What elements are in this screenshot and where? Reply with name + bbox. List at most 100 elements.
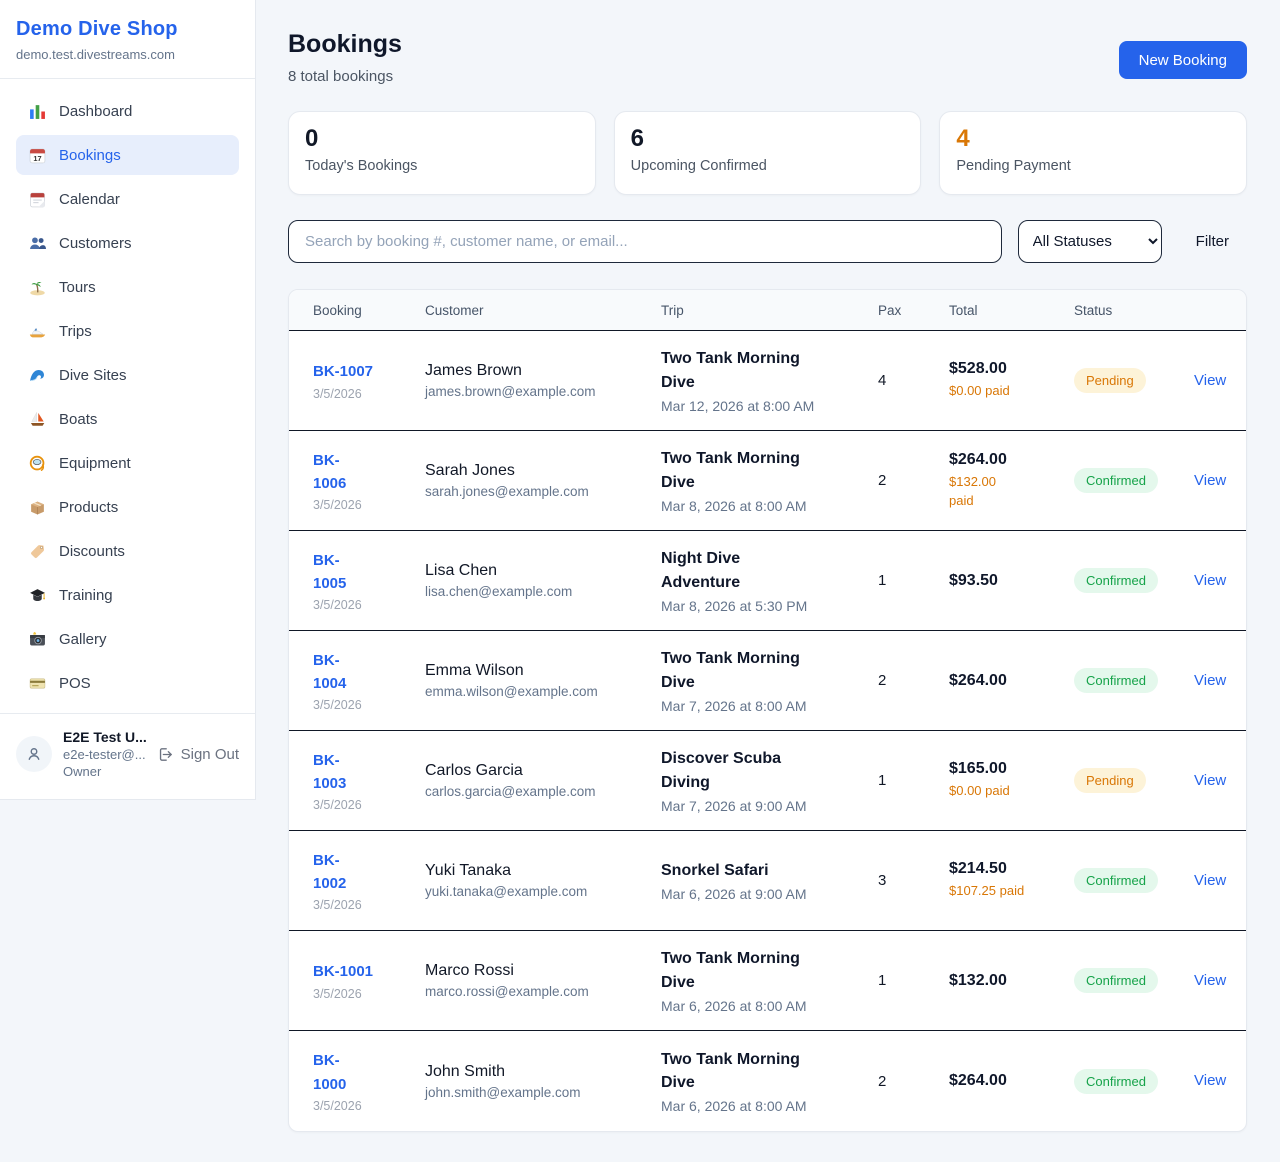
column-header-pax: Pax: [878, 302, 902, 318]
user-email: e2e-tester@...: [63, 747, 146, 762]
total-cell: $264.00: [949, 672, 1074, 690]
search-input[interactable]: [288, 220, 1002, 263]
table-row: BK-1001 3/5/2026 Marco Rossi marco.rossi@ex…: [289, 931, 1246, 1031]
trip-name: Two Tank Morning Dive: [661, 950, 800, 991]
pax-cell: 3: [878, 872, 887, 889]
sidebar-item-training[interactable]: Training: [16, 575, 239, 615]
customer-name: Lisa Chen: [425, 562, 498, 579]
sidebar-item-pos[interactable]: POS: [16, 663, 239, 703]
booking-id-link[interactable]: BK- 1003: [313, 751, 347, 792]
speedboat-icon: [28, 322, 46, 340]
view-link[interactable]: View: [1194, 771, 1227, 789]
sidebar-item-equipment[interactable]: Equipment: [16, 443, 239, 483]
status-cell: Confirmed: [1074, 468, 1194, 493]
status-badge: Confirmed: [1074, 568, 1158, 593]
credit-card-icon: [28, 674, 46, 692]
sidebar-item-label: Training: [59, 586, 113, 604]
view-link[interactable]: View: [1194, 871, 1227, 889]
status-badge: Confirmed: [1074, 868, 1158, 893]
calendar-icon: 17: [28, 146, 46, 164]
status-badge: Confirmed: [1074, 1068, 1158, 1094]
trip-name: Two Tank Morning Dive: [661, 450, 800, 491]
booking-cell: BK- 1003 3/5/2026: [313, 749, 425, 813]
view-link[interactable]: View: [1194, 1072, 1227, 1089]
booking-cell: BK-1007 3/5/2026: [313, 360, 425, 400]
sidebar-item-calendar[interactable]: Calendar: [16, 179, 239, 219]
camera-icon: [28, 630, 46, 648]
status-cell: Confirmed: [1074, 668, 1194, 693]
table-row: BK- 1006 3/5/2026 Sarah Jones sarah.jones@e…: [289, 431, 1246, 531]
amount-paid: $0.00 paid: [949, 783, 1010, 799]
total-amount: $264.00: [949, 671, 1007, 689]
table-row: BK- 1004 3/5/2026 Emma Wilson emma.wilson@e…: [289, 631, 1246, 731]
sidebar-item-label: Boats: [59, 410, 98, 428]
booking-id-link[interactable]: BK- 1002: [313, 851, 347, 892]
total-amount: $132.00: [949, 971, 1007, 989]
amount-paid: $0.00 paid: [949, 383, 1010, 399]
column-header-status: Status: [1074, 302, 1113, 318]
total-amount: $528.00: [949, 360, 1007, 378]
sidebar-item-dashboard[interactable]: Dashboard: [16, 91, 239, 131]
view-link[interactable]: View: [1194, 471, 1227, 489]
view-link[interactable]: View: [1194, 371, 1227, 389]
filter-button[interactable]: Filter: [1178, 233, 1247, 250]
trip-cell: Two Tank Morning Dive Mar 12, 2026 at 8:0…: [661, 347, 878, 413]
island-icon: [28, 278, 46, 296]
view-link[interactable]: View: [1194, 571, 1227, 589]
action-cell: View: [1194, 1072, 1226, 1090]
sidebar-item-label: Dashboard: [59, 102, 133, 120]
column-header-total: Total: [949, 302, 978, 318]
booking-date: 3/5/2026: [313, 386, 362, 401]
view-link[interactable]: View: [1194, 671, 1227, 689]
stat-label: Today's Bookings: [305, 158, 418, 174]
sidebar-item-tours[interactable]: Tours: [16, 267, 239, 307]
graduation-cap-icon: [28, 586, 46, 604]
total-amount: $264.00: [949, 1072, 1007, 1089]
booking-id-link[interactable]: BK-1001: [313, 963, 374, 981]
action-cell: View: [1194, 372, 1226, 390]
customer-name: Emma Wilson: [425, 662, 524, 679]
sidebar-item-products[interactable]: Products: [16, 487, 239, 527]
sidebar-item-label: Dive Sites: [59, 366, 127, 384]
package-icon: [28, 498, 46, 516]
trip-name: Snorkel Safari: [661, 861, 769, 879]
booking-id-link[interactable]: BK- 1005: [313, 551, 347, 592]
sidebar-item-customers[interactable]: Customers: [16, 223, 239, 263]
sidebar-item-boats[interactable]: Boats: [16, 399, 239, 439]
sidebar-item-discounts[interactable]: Discounts: [16, 531, 239, 571]
table-row: BK- 1005 3/5/2026 Lisa Chen lisa.chen@examp…: [289, 531, 1246, 631]
booking-id-link[interactable]: BK- 1006: [313, 451, 347, 492]
trip-cell: Two Tank Morning Dive Mar 8, 2026 at 8:00…: [661, 447, 878, 513]
sign-out-button[interactable]: Sign Out: [157, 746, 239, 763]
bookings-table: Booking Customer Trip Pax Total Status BK-100…: [288, 289, 1247, 1132]
brand: Demo Dive Shop demo.test.divestreams.com: [0, 0, 255, 79]
page-subtitle: 8 total bookings: [288, 68, 394, 85]
customer-email: james.brown@example.com: [425, 384, 596, 399]
status-filter-select[interactable]: All Statuses: [1017, 220, 1162, 263]
sidebar-item-label: Customers: [59, 234, 132, 252]
booking-id-link[interactable]: BK-1007: [313, 363, 374, 381]
booking-cell: BK- 1002 3/5/2026: [313, 849, 425, 913]
sidebar-item-trips[interactable]: Trips: [16, 311, 239, 351]
sidebar: Demo Dive Shop demo.test.divestreams.com…: [0, 0, 256, 800]
customer-name: Yuki Tanaka: [425, 862, 511, 879]
sidebar-item-bookings[interactable]: 17 Bookings: [16, 135, 239, 175]
sidebar-nav: Dashboard 17 Bookings Calendar Customers Tour…: [0, 79, 255, 713]
brand-name: Demo Dive Shop: [16, 18, 178, 40]
pax-cell: 1: [878, 972, 887, 989]
view-link[interactable]: View: [1194, 971, 1227, 989]
new-booking-button[interactable]: New Booking: [1118, 41, 1247, 79]
booking-date: 3/5/2026: [313, 498, 362, 513]
table-header-row: Booking Customer Trip Pax Total Status: [289, 290, 1246, 331]
table-row: BK- 1003 3/5/2026 Carlos Garcia carlos.garc…: [289, 731, 1246, 831]
sidebar-item-gallery[interactable]: Gallery: [16, 619, 239, 659]
wave-icon: [28, 366, 46, 384]
stat-card-today-s-bookings: 0 Today's Bookings: [288, 111, 596, 195]
sidebar-item-dive-sites[interactable]: Dive Sites: [16, 355, 239, 395]
booking-id-link[interactable]: BK- 1000: [313, 1052, 347, 1093]
booking-date: 3/5/2026: [313, 698, 362, 713]
trip-name: Two Tank Morning Dive: [661, 350, 800, 391]
status-cell: Confirmed: [1074, 1068, 1194, 1094]
booking-id-link[interactable]: BK- 1004: [313, 651, 347, 692]
trip-cell: Snorkel Safari Mar 6, 2026 at 9:00 AM: [661, 859, 878, 902]
